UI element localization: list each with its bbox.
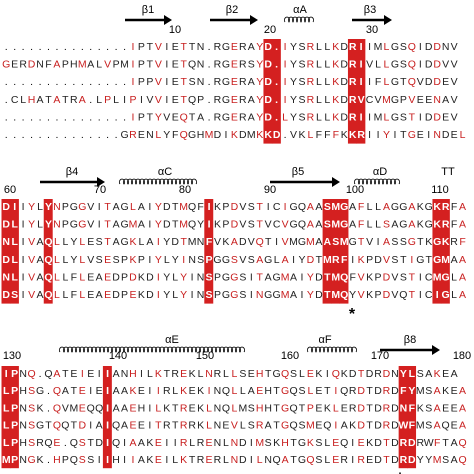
strand-arrow-head (250, 15, 258, 25)
identical-column (9, 366, 19, 469)
sequence-row: L PNSGTQQTD I A I QAEE I TRTRRK L NEV L SRA TGQSMEQ I… (3, 419, 466, 431)
identical-column (347, 39, 357, 144)
sequence-row: D I I Y L YNPGGV I T AGL A I YDTMQF I KPDVS T I C I GQAASM… (2, 201, 466, 213)
sequence-row: DL I Y L YNPGGV I T AGMA I YDTMQY I KPDVS T VCVGQAASM… (2, 218, 466, 230)
identical-column (204, 199, 214, 304)
residue-number: 110 (431, 184, 449, 196)
residue-number: 90 (264, 184, 276, 196)
helix-coil (307, 346, 357, 353)
residue-number: 20 (264, 24, 276, 36)
structure-label: β5 (292, 166, 304, 178)
sequence-row: L PNSK. QVMEQQ I AAEH I L K TREK L NQLMSHHTGQT PEK L… (3, 402, 466, 414)
residue-number: 170 (371, 350, 389, 362)
site-marker: * (397, 470, 404, 474)
residue-number: 80 (179, 184, 191, 196)
sequence-row: NL I VAQL L Y L ES T AGK L A I YDTMNF VKADVQT I VMGMAAS… (2, 236, 465, 248)
identical-column (271, 39, 281, 144)
structure-label: TT (441, 166, 455, 178)
site-marker: * (349, 306, 356, 323)
structure-label: β2 (226, 4, 238, 16)
sequence-row: DS I VAQL L F L EAEDPEKD I Y L Y I NSPGGS I NGGMA I YDTM… (2, 289, 466, 301)
strand-arrow-head (97, 177, 105, 187)
identical-column (102, 366, 112, 469)
sequence-row: DL I VAQL L Y L VSESPKP I Y L Y I NSPGGSVSAGL A I YDTMR… (2, 254, 466, 266)
helix-coil (59, 346, 245, 353)
helix-coil (354, 178, 400, 185)
structure-label: αC (158, 166, 172, 178)
sequence-row: . C L HA T A TRA. L P L I P I VV I E TQP. RGERAYD. I YSR L L K… (5, 94, 458, 106)
identical-column (398, 366, 408, 469)
sequence-row: L PHSG. QA T E I E I AAKE I I R L KEK I NQL L AEHTGQS L E T I… (3, 385, 466, 397)
residue-number: 160 (281, 350, 299, 362)
identical-column (407, 366, 417, 469)
residue-number: 70 (94, 184, 106, 196)
sequence-row: ............... I P T YVEQT A. RGERAYD. L YSR L L K… (5, 111, 458, 123)
sequence-row: I PNQ. QA T E I E I I ANH I L K TREK L NR L L SEHTGQS L EK I Q… (5, 368, 458, 380)
sequence-row: L PHSRQE. QS TD I Q I AAKE I I R L REN L ND I MSKHTGKS L E… (3, 437, 467, 449)
structure-label: αD (373, 166, 387, 178)
structure-label: β1 (142, 4, 154, 16)
residue-number: 30 (366, 24, 378, 36)
helix-coil (119, 178, 197, 185)
residue-number: 60 (4, 184, 16, 196)
residue-number: 180 (453, 350, 471, 362)
residue-number: 140 (109, 350, 127, 362)
structure-label: αA (293, 4, 307, 16)
helix-coil (284, 16, 314, 23)
structure-label: αE (165, 334, 179, 346)
sequence-row: MPNGK. HPQSS I I H I I AKE I L K TRER L ND I L NQA TGQS L E… (2, 454, 467, 466)
strand-arrow-head (432, 345, 440, 355)
residue-number: 10 (169, 24, 181, 36)
identical-column (356, 39, 366, 144)
identical-column (432, 199, 442, 304)
identical-column (1, 366, 11, 469)
residue-number: 100 (346, 184, 364, 196)
structure-label: β8 (404, 334, 416, 346)
identical-column (331, 199, 340, 304)
identical-column (339, 199, 349, 304)
residue-number: 130 (3, 350, 21, 362)
strand-arrow-head (164, 15, 172, 25)
sequence-row: .............. GREN L Y FQGHMD I KDMKKD. VK L F F F… (5, 129, 466, 141)
identical-column (43, 199, 53, 304)
identical-column (263, 39, 273, 144)
sequence-row: GERDNF APHMA L VPM I P T V I E TQN. RGERSYD. I YSR L L K… (2, 58, 457, 70)
structure-label: β4 (66, 166, 78, 178)
sequence-row: NL I VAQL L F L EAEDPDKD I Y L Y I NSPGGS I T AGMA I YDTM… (2, 271, 466, 283)
identical-column (1, 199, 11, 304)
residue-number: 150 (196, 350, 214, 362)
sequence-row: ............... I P T V I E T TN. RGERAYD. I YSR L L K… (5, 41, 458, 53)
identical-column (322, 199, 332, 304)
strand-arrow-head (332, 177, 340, 187)
strand-arrow-head (384, 15, 392, 25)
structure-label: β3 (364, 4, 376, 16)
identical-column (9, 199, 19, 304)
structure-label: αF (318, 334, 331, 346)
sequence-row: ............... I PPV I E T SN. RGERAYD. I YSR L L K… (5, 76, 458, 88)
identical-column (440, 199, 450, 304)
